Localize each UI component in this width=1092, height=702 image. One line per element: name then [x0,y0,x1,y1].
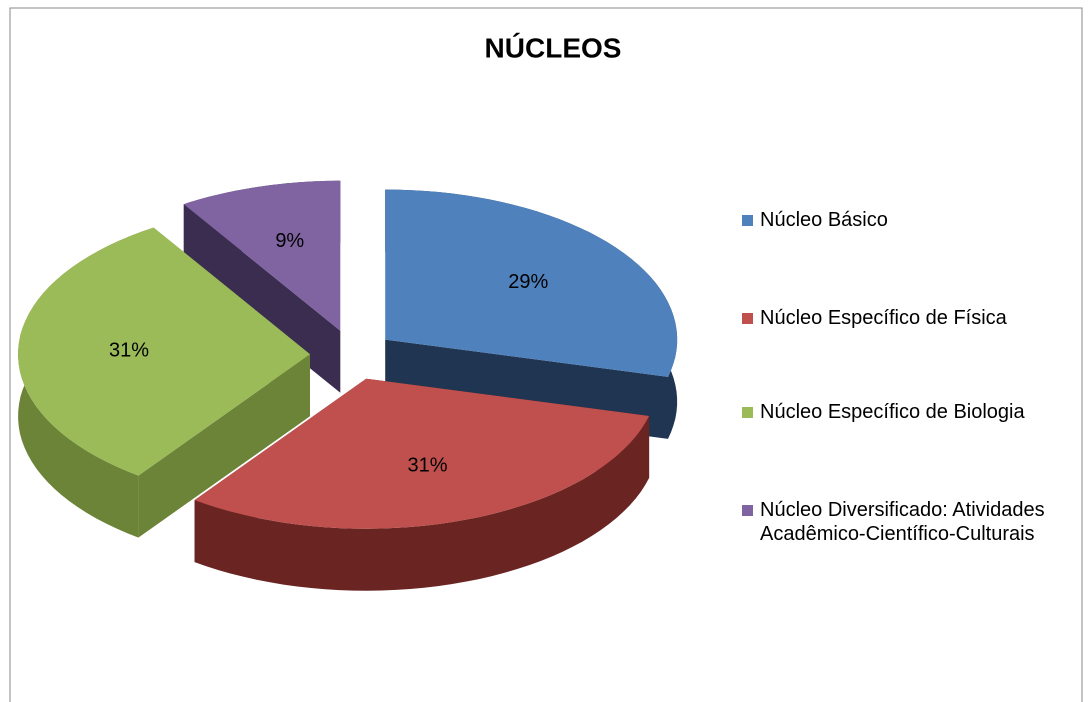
data-label: 31% [109,340,149,362]
legend-label: Núcleo Diversificado: Atividades Acadêmi… [760,499,1045,545]
chart-title: NÚCLEOS [485,32,622,63]
slice: 31% [194,378,650,591]
data-label: 9% [275,230,304,252]
slice-top [18,227,310,476]
legend-label: Núcleo Básico [760,209,888,231]
legend-entry: Núcleo Específico de Biologia [742,400,1090,424]
data-label: 29% [508,271,548,293]
slice-top [385,189,678,377]
legend-entry: Núcleo Específico de Física [742,306,1090,330]
legend-swatch [742,505,753,516]
legend-entry: Núcleo Básico [742,208,1090,232]
slice-top [194,378,650,529]
legend-swatch [742,407,753,418]
slice-top [183,180,341,331]
slice: 31% [18,227,310,538]
data-label: 31% [408,454,448,476]
slice-side [138,354,310,538]
legend-label: Núcleo Específico de Biologia [760,401,1025,423]
slice-side [194,416,650,591]
legend-label: Núcleo Específico de Física [760,307,1007,329]
legend-entry: Núcleo Diversificado: Atividades Acadêmi… [742,498,1090,546]
legend-swatch [742,215,753,226]
slice: 9% [183,180,341,393]
legend-swatch [742,313,753,324]
